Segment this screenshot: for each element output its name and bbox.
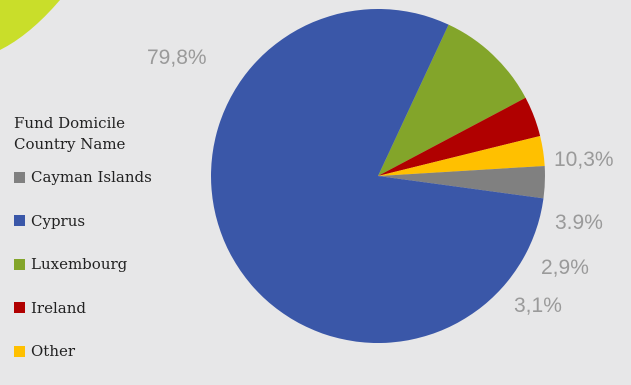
legend-title: Fund Domicile Country Name [14, 114, 126, 153]
legend-item-cyprus: Cyprus [14, 211, 174, 231]
slice-label-cayman-islands: 3,1% [514, 294, 562, 317]
legend-label-other: Other [31, 342, 76, 360]
slice-label-ireland: 3.9% [555, 211, 603, 234]
legend-item-ireland: Ireland [14, 298, 174, 318]
legend-label-luxembourg: Luxembourg [31, 255, 128, 273]
legend-item-cayman-islands: Cayman Islands [14, 167, 174, 187]
legend-label-ireland: Ireland [31, 298, 86, 317]
legend-swatch-luxembourg [14, 258, 25, 270]
slice-label-other: 2,9% [541, 256, 589, 279]
pie-slice-cyprus [211, 8, 544, 343]
slice-label-cyprus: 79,8% [147, 46, 207, 69]
pie-slice-other [378, 135, 545, 176]
pie-slice-cayman-islands [378, 165, 545, 199]
corner-accent-shape [0, 0, 60, 50]
legend-item-luxembourg: Luxembourg [14, 254, 174, 274]
pie-slice-ireland [378, 97, 541, 176]
pie-slice-luxembourg [378, 24, 526, 176]
legend-swatch-cyprus [14, 215, 25, 226]
legend-swatch-cayman-islands [14, 171, 25, 183]
legend-label-cayman-islands: Cayman Islands [31, 168, 152, 186]
legend: Fund Domicile Country Name Cayman Island… [14, 113, 174, 385]
slice-label-luxembourg: 10,3% [554, 148, 614, 171]
legend-swatch-other [14, 345, 25, 357]
legend-item-other: Other [14, 341, 174, 361]
legend-swatch-ireland [14, 302, 25, 313]
legend-label-cyprus: Cyprus [31, 211, 86, 230]
pie-chart [211, 8, 545, 343]
